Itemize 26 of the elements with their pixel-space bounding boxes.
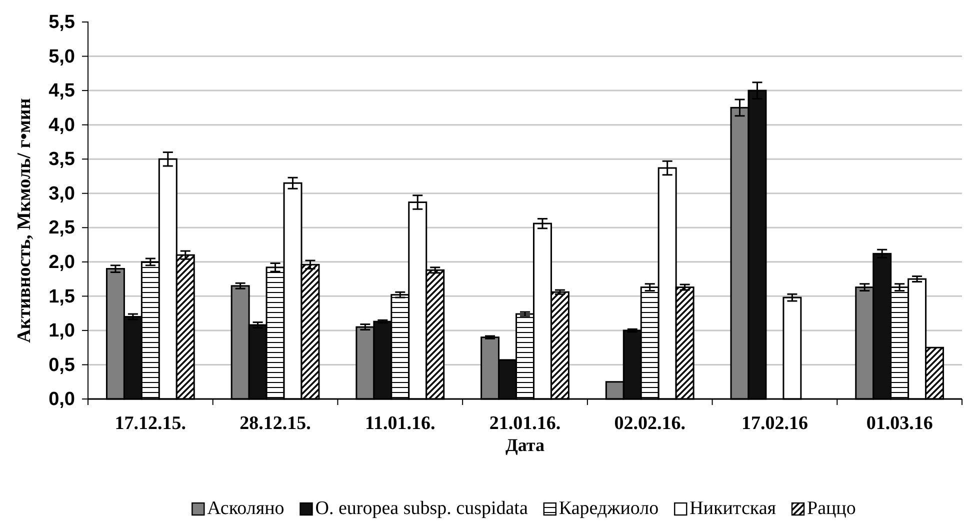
legend-label: Никитская	[690, 498, 776, 519]
legend-label: Раццо	[807, 498, 856, 519]
y-tick-label: 4,5	[48, 80, 76, 102]
y-tick-label: 2,0	[48, 252, 75, 273]
y-tick-label: 5,0	[48, 46, 75, 68]
x-tick-label: 17.12.15.	[114, 413, 186, 434]
y-tick-label: 0,5	[48, 354, 76, 376]
x-tick-label: 17.02.16	[741, 413, 808, 434]
y-axis-title: Активность, Мкмоль/ г•мин	[14, 98, 35, 343]
legend-label: O. europea subsp. cuspidata	[315, 498, 528, 519]
y-tick-label: 0,0	[48, 389, 75, 410]
x-tick-label: 21.01.16.	[489, 413, 561, 434]
legend-label: Асколяно	[207, 498, 284, 519]
x-tick-label: 11.01.16.	[365, 413, 436, 434]
x-tick-label: 28.12.15.	[240, 413, 311, 434]
y-tick-label: 5,5	[48, 12, 76, 34]
x-tick-label: 01.03.16	[866, 413, 933, 434]
y-tick-label: 4,0	[48, 114, 75, 136]
legend-label: Кареджиоло	[558, 498, 659, 519]
x-axis-title: Дата	[506, 435, 544, 455]
y-tick-label: 1,0	[48, 320, 75, 342]
y-tick-label: 3,0	[48, 183, 75, 204]
y-tick-label: 2,5	[48, 218, 76, 239]
x-tick-label: 02.02.16.	[614, 413, 686, 434]
y-tick-label: 1,5	[48, 286, 76, 308]
y-tick-label: 3,5	[48, 149, 76, 170]
